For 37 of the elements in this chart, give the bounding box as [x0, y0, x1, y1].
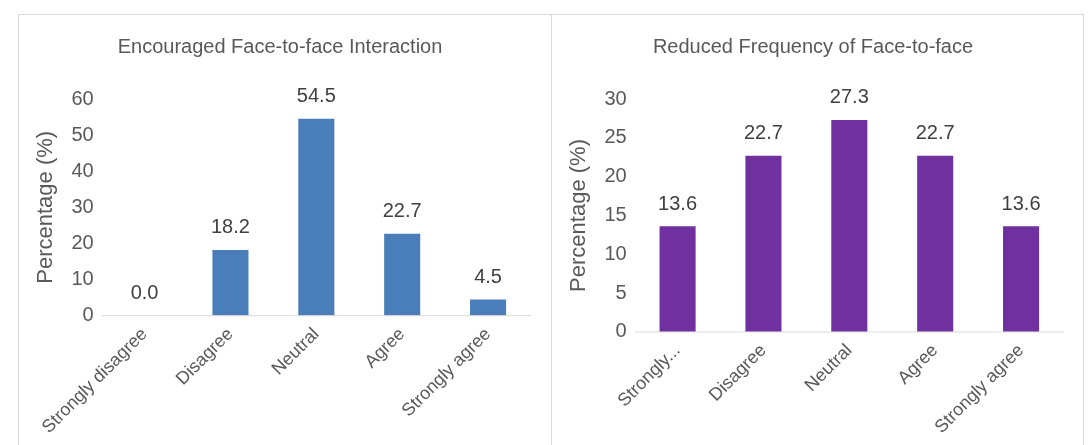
bar	[745, 155, 782, 332]
y-tick-label: 20	[71, 230, 94, 253]
y-axis-title: Percentage (%)	[32, 130, 58, 284]
bar	[212, 249, 249, 316]
y-tick-label: 60	[71, 86, 94, 109]
y-tick-label: 30	[71, 194, 94, 217]
bar	[298, 118, 335, 316]
data-label: 4.5	[474, 264, 502, 287]
y-tick-label: 20	[604, 164, 627, 187]
y-tick-label: 10	[604, 241, 627, 264]
data-label: 13.6	[658, 191, 698, 214]
chart-title: Encouraged Face-to-face Interaction	[117, 34, 443, 57]
bar	[917, 155, 954, 332]
data-label: 22.7	[743, 121, 783, 144]
y-tick-label: 25	[604, 125, 627, 148]
y-tick-label: 30	[604, 86, 627, 109]
y-tick-label: 10	[71, 267, 94, 290]
y-tick-label: 0	[82, 303, 94, 326]
bar	[384, 233, 421, 316]
bar	[470, 299, 507, 316]
bar	[1003, 226, 1040, 332]
data-label: 54.5	[296, 84, 336, 107]
data-label: 0.0	[130, 281, 159, 304]
y-tick-label: 50	[71, 122, 94, 145]
data-label: 22.7	[382, 199, 422, 222]
y-axis-title: Percentage (%)	[565, 139, 591, 292]
data-label: 18.2	[210, 215, 250, 238]
data-label: 27.3	[829, 85, 869, 108]
data-label: 13.6	[1001, 191, 1041, 214]
y-tick-label: 15	[604, 202, 627, 225]
bar	[659, 226, 696, 332]
chart-title: Reduced Frequency of Face-to-face	[652, 34, 974, 57]
data-label: 22.7	[915, 121, 955, 144]
y-tick-label: 5	[615, 280, 627, 303]
y-tick-label: 0	[615, 319, 627, 342]
y-tick-label: 40	[71, 158, 94, 181]
bar	[831, 119, 868, 332]
